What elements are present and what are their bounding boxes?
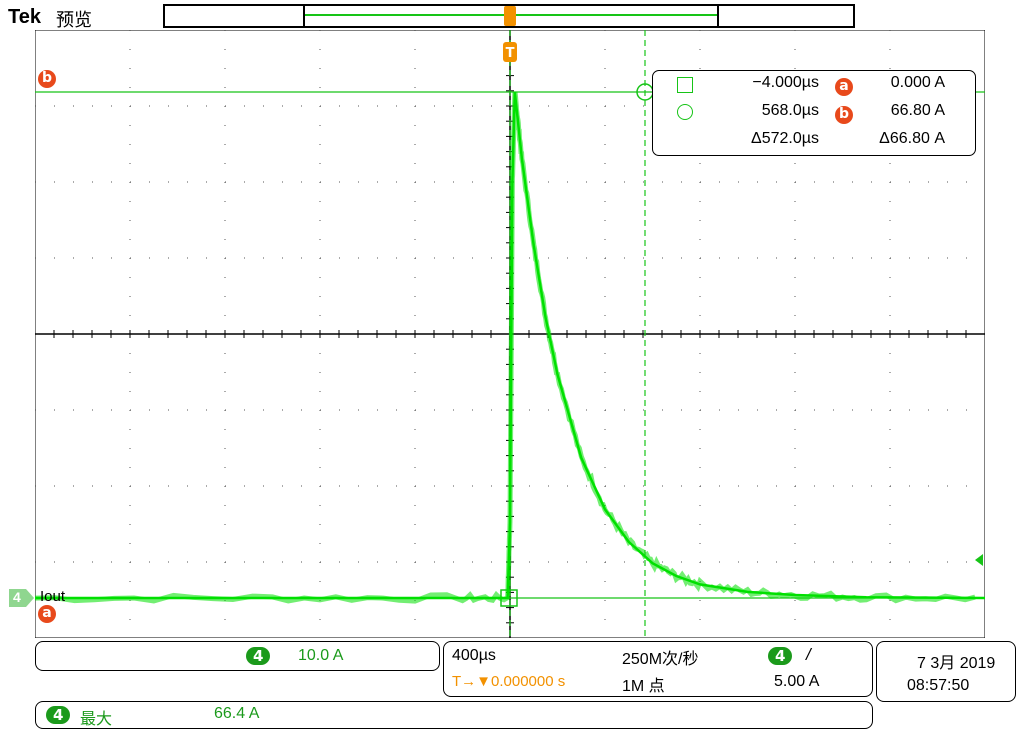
trigger-source-badge: 4 bbox=[768, 647, 793, 665]
cursor-delta-time: Δ572.0µs bbox=[751, 130, 819, 147]
trigger-position-readout: T→▼0.000000 s bbox=[452, 673, 566, 690]
cursor-square-time: −4.000µs bbox=[752, 74, 819, 91]
cursor-delta-value: Δ66.80 A bbox=[879, 130, 945, 147]
waveform-display[interactable]: T bbox=[35, 30, 985, 638]
channel-4-label: Iout bbox=[40, 588, 66, 605]
acquisition-status: 预览 bbox=[56, 10, 92, 31]
cursor-a-readout-label: a bbox=[835, 78, 853, 96]
cursor-b-icon: b bbox=[835, 103, 853, 124]
channel-4-ground-marker[interactable]: 4 bbox=[9, 588, 35, 608]
cursor-a-value: 0.000 A bbox=[890, 74, 945, 91]
circle-cursor-icon bbox=[677, 104, 693, 120]
cursor-circle-time: 568.0µs bbox=[761, 102, 819, 119]
record-trigger-marker bbox=[504, 6, 516, 26]
datetime-box[interactable]: 7 3月 2019 08:57:50 bbox=[876, 641, 1016, 702]
record-length: 1M 点 bbox=[622, 678, 665, 695]
record-view-window[interactable] bbox=[303, 4, 719, 28]
trigger-level-marker bbox=[975, 554, 983, 566]
cursor-b-value: 66.80 A bbox=[890, 102, 945, 119]
horizontal-settings-box[interactable]: 400µs 250M次/秒 1M 点 T→▼0.000000 s 4 / 5.0… bbox=[443, 641, 873, 697]
cursor-readout-panel: −4.000µs 568.0µs Δ572.0µs a b 0.000 A 66… bbox=[652, 70, 976, 156]
trigger-slope-icon: / bbox=[806, 645, 811, 664]
cursor-a-label: a bbox=[38, 605, 56, 623]
cursor-b-label: b bbox=[38, 70, 56, 88]
horizontal-scale: 400µs bbox=[452, 647, 496, 664]
measurement-source-badge: 4 bbox=[46, 706, 71, 724]
channel-4-scale: 10.0 A bbox=[298, 647, 344, 664]
time-display: 08:57:50 bbox=[907, 677, 970, 694]
channel-4-settings-box[interactable]: 4 10.0 A bbox=[35, 641, 440, 671]
measurement-value: 66.4 A bbox=[214, 705, 260, 722]
waveform-trace-iout bbox=[35, 91, 985, 600]
date-display: 7 3月 2019 bbox=[917, 655, 996, 672]
channel-4-marker-number: 4 bbox=[13, 589, 21, 605]
cursor-b-readout-label: b bbox=[835, 106, 853, 124]
cursor-a-badge[interactable]: a bbox=[38, 602, 56, 623]
measurement-box[interactable]: 4 最大 66.4 A bbox=[35, 701, 873, 729]
trigger-marker-label: T bbox=[506, 46, 515, 61]
channel-4-marker-shape bbox=[9, 589, 34, 607]
measurement-name: 最大 bbox=[80, 711, 113, 728]
channel-4-badge: 4 bbox=[246, 647, 271, 665]
cursor-b-badge[interactable]: b bbox=[38, 67, 56, 88]
sample-rate: 250M次/秒 bbox=[622, 651, 699, 668]
square-cursor-icon bbox=[677, 77, 693, 93]
tek-logo: Tek bbox=[8, 6, 41, 28]
trigger-position-marker: T bbox=[503, 42, 517, 62]
trigger-level: 5.00 A bbox=[774, 673, 820, 690]
cursor-a-icon: a bbox=[835, 75, 853, 96]
